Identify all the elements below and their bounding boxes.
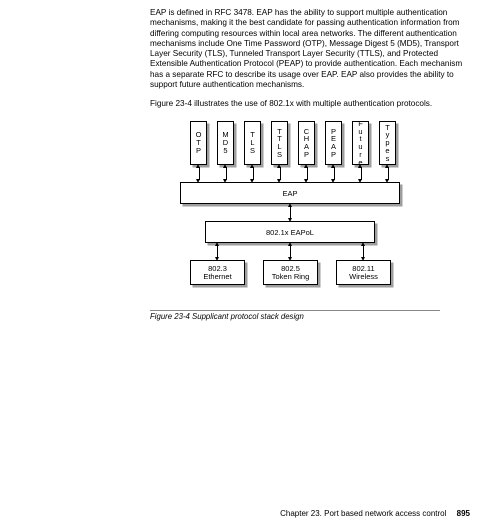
proto-box: MD5 [217,121,234,165]
page-footer: Chapter 23. Port based network access co… [280,509,470,518]
connector-arrow [226,167,227,180]
proto-box: Future [352,121,369,165]
eap-box: EAP [180,182,400,204]
link-layer-box: 802.11Wireless [336,260,391,285]
connector-arrow [253,167,254,180]
figure-23-4: OTP MD5 TLS TTLS CHAP PEAP Future Types EAP 802.1… [150,118,470,322]
figure-caption: Figure 23-4 Supplicant protocol stack de… [150,310,440,322]
connector-arrow [290,206,291,219]
body-para-2: Figure 23-4 illustrates the use of 802.1… [150,99,470,109]
connector-arrow [388,167,389,180]
connector-arrow [280,167,281,180]
connector-arrow [363,245,364,258]
link-layer-box: 802.5Token Ring [263,260,318,285]
link-layer-box: 802.3Ethernet [190,260,245,285]
connector-arrow [334,167,335,180]
connector-arrow [199,167,200,180]
connector-arrow [217,245,218,258]
connector-arrow [361,167,362,180]
connector-arrow [307,167,308,180]
proto-box: TTLS [271,121,288,165]
body-para-1: EAP is defined in RFC 3478. EAP has the … [150,8,470,90]
eapol-box: 802.1x EAPoL [205,221,375,243]
proto-box: OTP [190,121,207,165]
proto-box: PEAP [325,121,342,165]
connector-arrow [290,245,291,258]
proto-box: TLS [244,121,261,165]
footer-page-number: 895 [457,509,470,518]
footer-chapter: Chapter 23. Port based network access co… [280,509,446,518]
proto-box: CHAP [298,121,315,165]
proto-box: Types [379,121,396,165]
